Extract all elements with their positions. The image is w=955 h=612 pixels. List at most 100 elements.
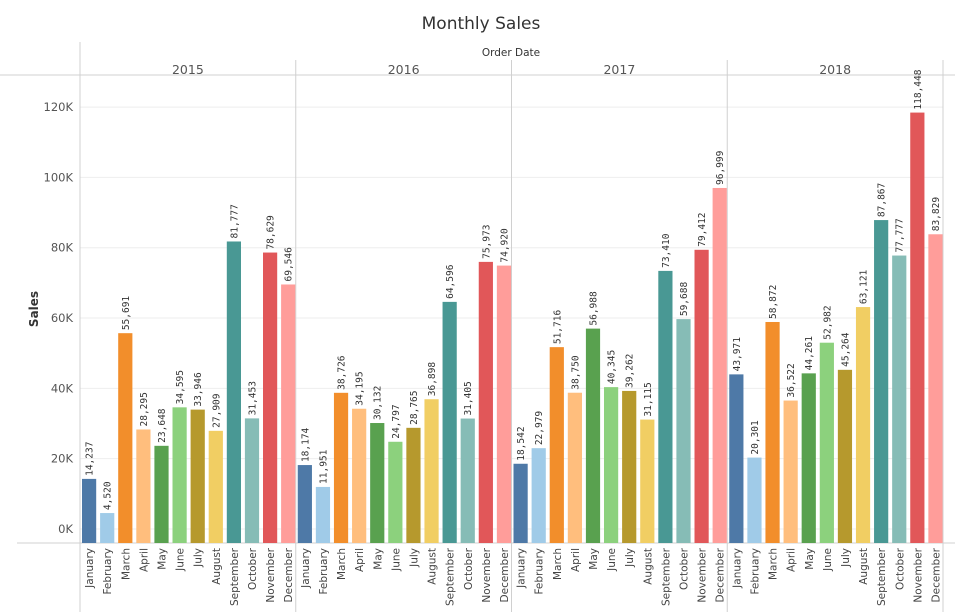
- bar[interactable]: [136, 429, 151, 543]
- bar-value-label: 38,750: [570, 355, 581, 390]
- bar-value-label: 43,971: [732, 337, 743, 372]
- bar[interactable]: [855, 307, 871, 543]
- bar[interactable]: [712, 187, 727, 543]
- year-headers: 2015 2016 2017 2018: [172, 62, 851, 77]
- bar-value-label: 20,301: [750, 420, 761, 455]
- month-label: November: [481, 547, 493, 602]
- bar[interactable]: [604, 387, 619, 543]
- bar[interactable]: [424, 399, 439, 543]
- chart-title: Monthly Sales: [422, 14, 541, 34]
- month-label: January: [731, 548, 743, 589]
- bar[interactable]: [352, 408, 367, 543]
- bar[interactable]: [100, 513, 115, 543]
- year-header: 2017: [603, 62, 635, 77]
- bar[interactable]: [118, 333, 133, 543]
- year-header: 2018: [819, 62, 851, 77]
- bar-value-label: 78,629: [266, 215, 277, 250]
- y-tick-label: 40K: [51, 381, 74, 395]
- bar[interactable]: [658, 270, 673, 543]
- bar[interactable]: [244, 418, 260, 543]
- bar[interactable]: [729, 374, 744, 543]
- month-label: September: [229, 547, 241, 606]
- bar[interactable]: [154, 445, 169, 543]
- bar[interactable]: [676, 319, 691, 543]
- month-label: September: [660, 547, 672, 606]
- bar[interactable]: [874, 220, 889, 543]
- bar[interactable]: [531, 448, 546, 543]
- month-label: April: [570, 548, 582, 572]
- bar[interactable]: [622, 390, 637, 543]
- bar[interactable]: [513, 463, 528, 543]
- bar-value-label: 44,261: [804, 336, 815, 371]
- bar[interactable]: [765, 321, 780, 543]
- bar-value-label: 28,295: [139, 392, 150, 426]
- bar[interactable]: [297, 465, 312, 543]
- bar-value-label: 51,716: [552, 310, 563, 345]
- y-axis-title: Sales: [27, 291, 41, 327]
- bar-value-label: 23,648: [157, 408, 168, 443]
- bar[interactable]: [549, 347, 564, 543]
- month-labels: January February March April May June July Augu…: [84, 547, 942, 606]
- month-label: July: [624, 548, 636, 568]
- bar[interactable]: [190, 409, 205, 543]
- month-label: May: [372, 548, 384, 570]
- y-tick-label: 80K: [51, 241, 74, 255]
- bar[interactable]: [496, 265, 512, 543]
- bar-value-label: 31,405: [463, 381, 474, 415]
- bar-value-label: 52,982: [822, 305, 833, 339]
- bar-value-label: 11,951: [318, 449, 329, 484]
- bar[interactable]: [442, 301, 457, 543]
- bar-value-label: 36,898: [427, 362, 438, 397]
- bar-value-label: 55,691: [121, 296, 132, 331]
- bar[interactable]: [801, 373, 816, 543]
- bar-value-label: 56,988: [589, 291, 600, 326]
- month-label: October: [894, 547, 906, 590]
- bar-value-label: 73,410: [661, 233, 672, 268]
- bar[interactable]: [819, 342, 834, 543]
- bar[interactable]: [263, 252, 278, 543]
- bar[interactable]: [281, 284, 296, 543]
- month-label: May: [804, 548, 816, 570]
- month-label: November: [912, 547, 924, 602]
- bar[interactable]: [172, 407, 187, 543]
- month-label: February: [749, 548, 761, 595]
- bar[interactable]: [208, 430, 223, 543]
- bar[interactable]: [82, 478, 97, 543]
- bar[interactable]: [928, 234, 943, 543]
- bar[interactable]: [892, 255, 907, 544]
- bar[interactable]: [226, 241, 241, 544]
- month-label: July: [193, 548, 205, 568]
- month-label: October: [463, 547, 475, 590]
- month-label: August: [858, 548, 870, 585]
- bar[interactable]: [460, 418, 475, 543]
- bar[interactable]: [388, 441, 403, 543]
- y-tick-label: 20K: [51, 452, 74, 466]
- month-label: September: [876, 547, 888, 606]
- month-label: April: [138, 548, 150, 572]
- bar[interactable]: [567, 392, 582, 543]
- month-label: April: [354, 548, 366, 572]
- bar[interactable]: [783, 400, 798, 543]
- bar[interactable]: [478, 261, 493, 543]
- bar[interactable]: [747, 457, 762, 543]
- bar[interactable]: [333, 392, 349, 543]
- y-tick-label: 120K: [44, 100, 74, 114]
- month-label: January: [84, 548, 96, 589]
- bar[interactable]: [315, 486, 331, 543]
- month-label: August: [427, 548, 439, 585]
- bar[interactable]: [837, 369, 853, 543]
- y-tick-label: 0K: [58, 522, 73, 536]
- month-label: December: [283, 547, 295, 602]
- bar[interactable]: [694, 249, 709, 543]
- month-label: March: [552, 548, 564, 580]
- bar-value-label: 34,195: [355, 371, 366, 405]
- value-labels: 14,237 4,520 55,691 28,295 23,648 34,595 33,94…: [85, 69, 942, 510]
- bar[interactable]: [585, 328, 601, 543]
- month-label: May: [588, 548, 600, 570]
- bar[interactable]: [406, 427, 421, 543]
- bar-value-label: 33,946: [193, 372, 204, 407]
- year-header: 2016: [388, 62, 420, 77]
- bar[interactable]: [640, 419, 655, 543]
- bar[interactable]: [370, 423, 385, 543]
- bar[interactable]: [910, 112, 925, 544]
